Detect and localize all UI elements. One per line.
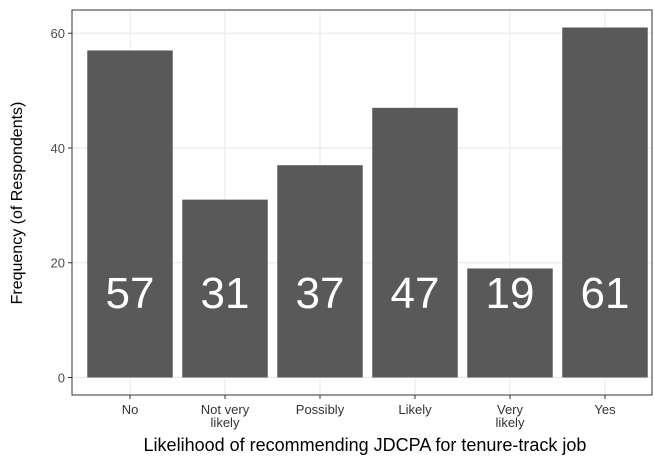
x-tick-label: No: [121, 402, 139, 417]
panel-border: [71, 9, 653, 396]
bar: [562, 27, 648, 378]
y-tick-label: 60: [51, 26, 65, 41]
x-tick-label: Likely: [398, 402, 432, 417]
data-label: 47: [391, 269, 440, 318]
x-tick-label: Possibly: [295, 402, 345, 417]
data-label: 19: [486, 269, 535, 318]
data-label: 31: [201, 269, 250, 318]
data-label: 37: [296, 269, 345, 318]
bar: [182, 199, 268, 378]
x-tick-label: Very likely: [495, 402, 525, 430]
x-tick-label: Not very likely: [200, 402, 250, 430]
x-axis-title: Likelihood of recommending JDCPA for ten…: [144, 435, 587, 455]
x-tick-label: Yes: [594, 402, 616, 417]
y-tick-label: 20: [51, 256, 65, 271]
y-tick-label: 0: [58, 371, 65, 386]
bar: [372, 107, 458, 378]
y-tick-label: 40: [51, 141, 65, 156]
bar: [277, 165, 363, 378]
bar: [87, 50, 173, 378]
bar: [467, 268, 553, 378]
data-label: 61: [581, 269, 630, 318]
data-label: 57: [106, 269, 155, 318]
y-axis-title: Frequency (of Respondents): [9, 102, 26, 305]
